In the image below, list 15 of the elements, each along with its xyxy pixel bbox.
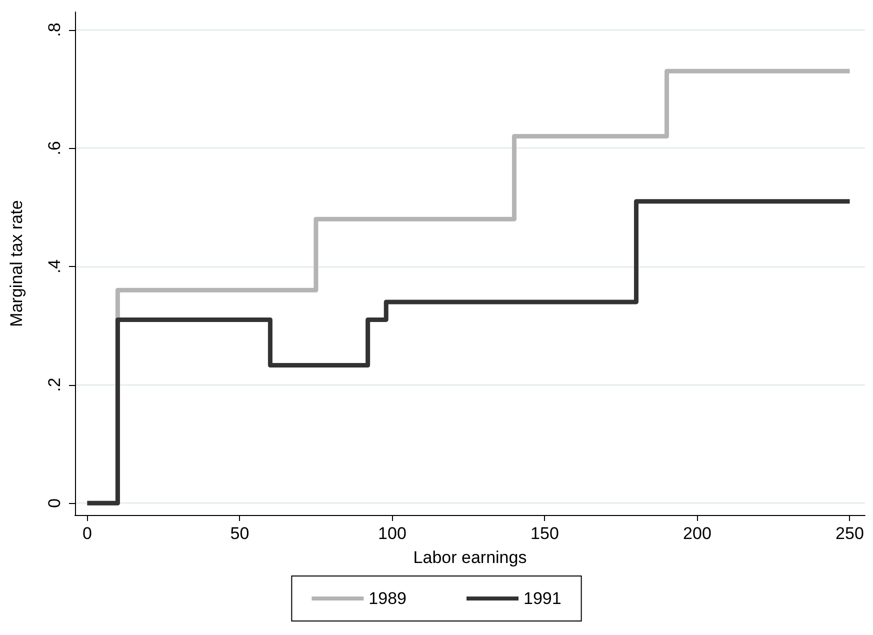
x-tick-label: 200 — [683, 524, 712, 543]
x-tick-label: 50 — [230, 524, 250, 543]
y-tick-label: .4 — [45, 259, 64, 274]
y-tick-label: .2 — [45, 378, 64, 392]
y-tick-label: .8 — [45, 22, 64, 37]
x-tick-label: 100 — [378, 524, 406, 543]
x-tick-label: 150 — [530, 524, 559, 543]
legend-label: 1989 — [368, 589, 407, 608]
legend-label: 1991 — [524, 589, 562, 608]
y-tick-label: 0 — [45, 498, 64, 508]
x-tick-label: 250 — [836, 524, 864, 543]
y-axis-title: Marginal tax rate — [7, 200, 26, 327]
y-tick-label: .6 — [45, 141, 64, 156]
x-axis-title: Labor earnings — [413, 548, 527, 567]
x-tick-label: 0 — [82, 524, 92, 543]
